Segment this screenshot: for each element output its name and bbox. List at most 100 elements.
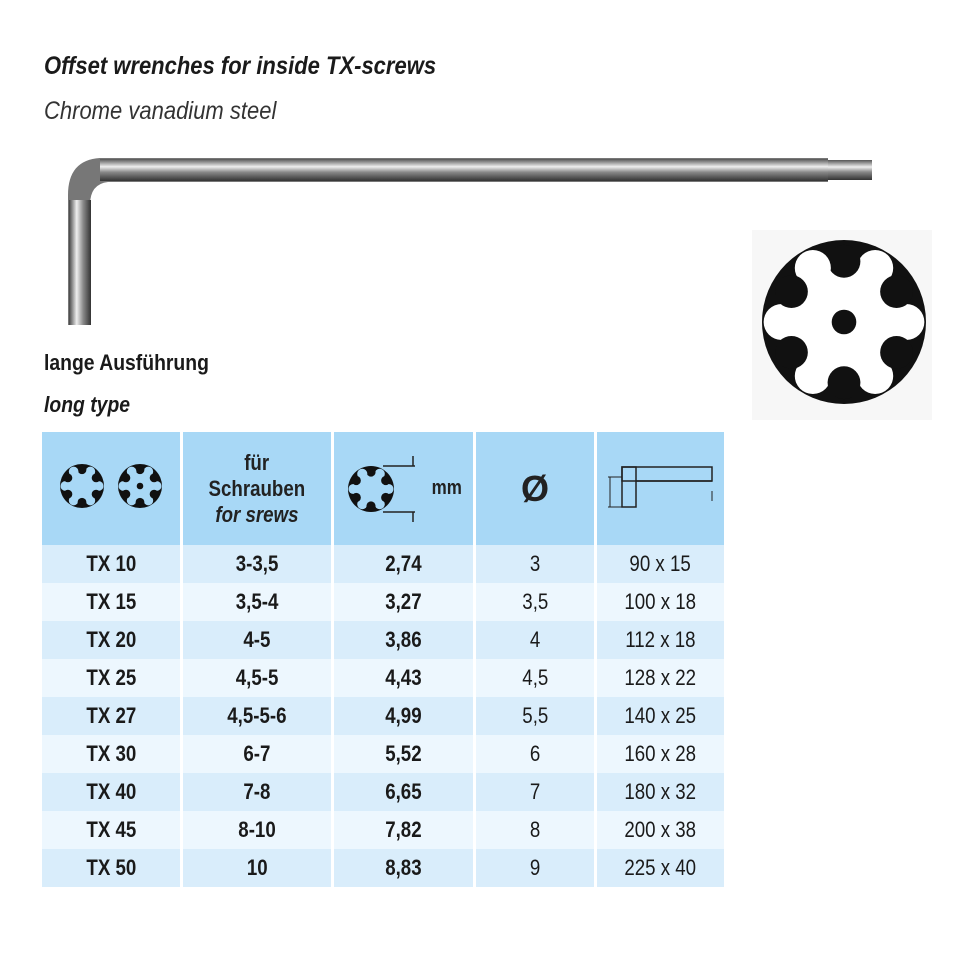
cell-mm: 7,82	[334, 811, 473, 849]
cell-screws-text: 4,5-5-6	[227, 703, 287, 728]
cell-tx-text: TX 15	[86, 589, 136, 614]
cell-tx-text: TX 50	[86, 855, 136, 880]
cell-length: 225 x 40	[597, 849, 724, 887]
product-title: Offset wrenches for inside TX-screws	[44, 52, 437, 80]
cell-diameter-text: 6	[529, 741, 541, 766]
header-screws-de-1: für	[244, 449, 270, 475]
cell-mm-text: 4,99	[385, 703, 422, 728]
cell-screws: 6-7	[183, 735, 331, 773]
cell-diameter: 8	[476, 811, 594, 849]
cell-length-text: 112 x 18	[625, 627, 696, 652]
cell-diameter-text: 3	[529, 551, 541, 576]
cell-screws-text: 7-8	[243, 779, 271, 804]
cell-length: 140 x 25	[597, 697, 724, 735]
cell-screws: 3-3,5	[183, 545, 331, 583]
cell-screws: 10	[183, 849, 331, 887]
table-row: TX 25 4,5-5 4,43 4,5 128 x 22	[42, 659, 724, 697]
cell-diameter-text: 8	[529, 817, 541, 842]
cell-tx-text: TX 20	[86, 627, 136, 652]
header-diameter: Ø	[476, 432, 594, 545]
cell-mm-text: 7,82	[385, 817, 422, 842]
cell-tx: TX 15	[42, 583, 180, 621]
cell-mm: 3,27	[334, 583, 473, 621]
cell-mm-text: 5,52	[385, 741, 422, 766]
product-subtitle: Chrome vanadium steel	[44, 97, 277, 125]
cell-tx-text: TX 45	[86, 817, 136, 842]
cell-diameter-text: 7	[529, 779, 541, 804]
torx-icons	[60, 463, 162, 508]
cell-mm: 3,86	[334, 621, 473, 659]
cell-tx-text: TX 25	[86, 665, 136, 690]
cell-screws-text: 6-7	[243, 741, 271, 766]
cell-diameter: 6	[476, 735, 594, 773]
cell-tx: TX 50	[42, 849, 180, 887]
cell-length-text: 128 x 22	[624, 665, 697, 690]
cell-mm-text: 3,27	[385, 589, 422, 614]
cell-length: 180 x 32	[597, 773, 724, 811]
cell-mm-text: 4,43	[385, 665, 422, 690]
cell-tx: TX 20	[42, 621, 180, 659]
table-row: TX 45 8-10 7,82 8 200 x 38	[42, 811, 724, 849]
cell-diameter-text: 9	[529, 855, 541, 880]
cell-mm: 2,74	[334, 545, 473, 583]
cell-tx: TX 45	[42, 811, 180, 849]
cell-screws: 7-8	[183, 773, 331, 811]
cell-mm-text: 2,74	[385, 551, 422, 576]
cell-mm: 5,52	[334, 735, 473, 773]
cell-tx-text: TX 30	[86, 741, 136, 766]
cell-tx: TX 10	[42, 545, 180, 583]
cell-mm-text: 8,83	[385, 855, 422, 880]
cell-length-text: 100 x 18	[624, 589, 697, 614]
cell-diameter: 3,5	[476, 583, 594, 621]
wrench-image	[68, 158, 872, 325]
table-row: TX 40 7-8 6,65 7 180 x 32	[42, 773, 724, 811]
table-row: TX 20 4-5 3,86 4 112 x 18	[42, 621, 724, 659]
header-size-unit: mm	[431, 477, 462, 499]
cell-screws-text: 10	[246, 855, 268, 880]
cell-diameter: 5,5	[476, 697, 594, 735]
cell-diameter: 4	[476, 621, 594, 659]
cell-diameter-text: 5,5	[521, 703, 549, 728]
cell-mm: 4,43	[334, 659, 473, 697]
cell-mm: 4,99	[334, 697, 473, 735]
cell-tx: TX 40	[42, 773, 180, 811]
cell-screws-text: 4,5-5	[235, 665, 279, 690]
cell-tx-text: TX 27	[86, 703, 136, 728]
cell-diameter-text: 4	[529, 627, 541, 652]
cell-length: 200 x 38	[597, 811, 724, 849]
torx-size-icon	[347, 455, 415, 522]
cell-length-text: 200 x 38	[624, 817, 697, 842]
header-screws: für Schrauben for srews	[183, 432, 331, 545]
header-tx	[42, 432, 180, 545]
cell-length-text: 160 x 28	[624, 741, 697, 766]
cell-length: 100 x 18	[597, 583, 724, 621]
header-screws-de-2: Schrauben	[208, 475, 306, 501]
torx-icon	[60, 463, 104, 508]
cell-tx: TX 27	[42, 697, 180, 735]
cell-screws: 3,5-4	[183, 583, 331, 621]
cell-screws: 8-10	[183, 811, 331, 849]
cell-mm-text: 3,86	[385, 627, 422, 652]
cell-tx-text: TX 40	[86, 779, 136, 804]
torx-tamper-icon	[118, 463, 162, 508]
cell-mm-text: 6,65	[385, 779, 422, 804]
variant-label-en: long type	[44, 392, 131, 417]
cell-screws: 4-5	[183, 621, 331, 659]
cell-diameter-text: 4,5	[521, 665, 549, 690]
cell-mm: 8,83	[334, 849, 473, 887]
cell-tx-text: TX 10	[86, 551, 136, 576]
cell-screws-text: 3,5-4	[235, 589, 279, 614]
variant-label-de: lange Ausführung	[44, 350, 209, 375]
header-length	[597, 432, 724, 545]
table-row: TX 30 6-7 5,52 6 160 x 28	[42, 735, 724, 773]
table-row: TX 15 3,5-4 3,27 3,5 100 x 18	[42, 583, 724, 621]
cell-tx: TX 30	[42, 735, 180, 773]
cell-length: 128 x 22	[597, 659, 724, 697]
table-row: TX 10 3-3,5 2,74 3 90 x 15	[42, 545, 724, 583]
cell-screws-text: 8-10	[238, 817, 276, 842]
cell-diameter: 3	[476, 545, 594, 583]
cell-length-text: 140 x 25	[624, 703, 697, 728]
cell-diameter: 4,5	[476, 659, 594, 697]
header-size: mm	[334, 432, 473, 545]
